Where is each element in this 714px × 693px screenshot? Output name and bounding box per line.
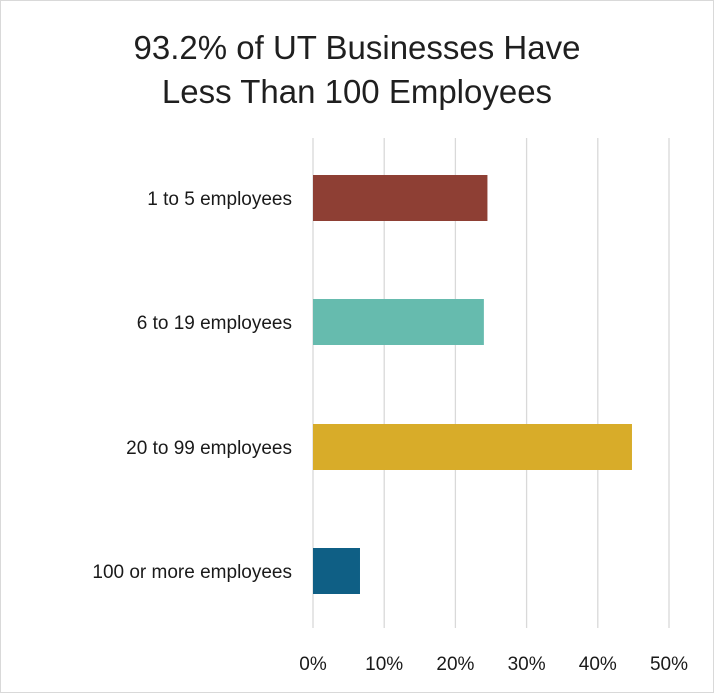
category-labels: 1 to 5 employees 6 to 19 employees 20 to 9… [92, 189, 292, 583]
category-label: 20 to 99 employees [126, 438, 292, 459]
chart-title-line-2: Less Than 100 Employees [161, 73, 553, 110]
category-label: 1 to 5 employees [147, 189, 292, 210]
bar-3 [313, 424, 632, 470]
bar-2 [313, 299, 484, 345]
bar-4 [313, 548, 360, 594]
x-tick-label: 20% [436, 654, 474, 675]
x-tick-labels: 0% 10% 20% 30% 40% 50% [299, 654, 688, 675]
category-label: 100 or more employees [92, 562, 292, 583]
bars [313, 175, 632, 594]
x-tick-label: 30% [508, 654, 546, 675]
chart-title: 93.2% of UT Businesses Have Less Than 10… [0, 26, 714, 114]
category-label: 6 to 19 employees [137, 313, 292, 334]
chart-title-line-1: 93.2% of UT Businesses Have [133, 29, 581, 66]
x-tick-label: 10% [365, 654, 403, 675]
x-tick-label: 40% [579, 654, 617, 675]
x-tick-label: 0% [299, 654, 327, 675]
bar-1 [313, 175, 488, 221]
x-tick-label: 50% [650, 654, 688, 675]
